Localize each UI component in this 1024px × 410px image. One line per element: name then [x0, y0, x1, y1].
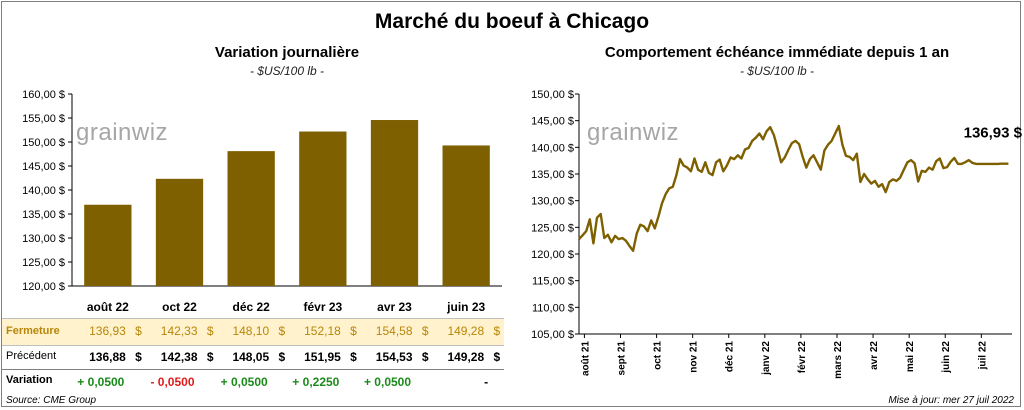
page-title: Marché du boeuf à Chicago [374, 10, 650, 33]
precedent-currency: $ [135, 350, 142, 364]
fermeture-currency: $ [135, 324, 142, 338]
line-y-tick-label: 105,00 $ [531, 329, 574, 341]
bar-mark [370, 120, 419, 287]
bar-y-tick-label: 130,00 $ [22, 233, 65, 245]
last-value-label: 136,93 $ [964, 125, 1022, 142]
bar-mark [155, 178, 204, 286]
precedent-currency: $ [493, 350, 501, 364]
bar-y-tick-label: 145,00 $ [22, 161, 65, 173]
line-x-tick-label: avr 22 [869, 341, 880, 370]
variation-value: + 0,0500 [77, 375, 125, 389]
bar-x-tick-label: avr 23 [377, 300, 412, 314]
fermeture-row: Fermeture [2, 318, 504, 346]
left-chart-unit: - $US/100 lb - [249, 64, 325, 78]
precedent-currency: $ [278, 350, 286, 364]
line-y-tick-label: 115,00 $ [532, 276, 574, 288]
bar-x-tick-label: févr 23 [303, 300, 342, 314]
precedent-currency: $ [421, 350, 429, 364]
line-x-tick-label: juin 22 [941, 341, 952, 374]
bar-y-tick-label: 140,00 $ [22, 185, 65, 197]
bar-x-tick-label: déc 22 [232, 300, 270, 314]
variation-row: Variation [2, 370, 504, 392]
bar-x-tick-label: août 22 [87, 300, 129, 314]
bar-mark [442, 145, 490, 286]
fermeture-currency: $ [493, 324, 501, 338]
fermeture-currency: $ [421, 324, 429, 338]
precedent-label: Précédent [6, 350, 57, 362]
line-chart: 105,00 $ 110,00 $ 115,00 $ 120,00 $ 125,00 $… [531, 89, 1022, 379]
bar-mark [299, 131, 347, 286]
line-x-tick-label: déc 21 [725, 341, 736, 373]
right-chart-title: Comportement échéance immédiate depuis 1… [604, 44, 950, 61]
precedent-currency: $ [206, 350, 214, 364]
bar-y-tick-label: 120,00 $ [22, 281, 65, 293]
line-y-tick-label: 140,00 $ [531, 142, 574, 154]
bar-y-tick-label: 150,00 $ [22, 137, 65, 149]
bar-x-tick-label: oct 22 [162, 300, 197, 314]
fermeture-currency: $ [278, 324, 286, 338]
line-y-tick-label: 130,00 $ [531, 196, 574, 208]
line-x-tick-label: août 21 [580, 341, 591, 376]
grainwiz-logo-right: grainwiz [587, 119, 680, 146]
variation-value: - [484, 375, 489, 389]
line-x-tick-label: nov 21 [689, 341, 700, 373]
right-chart-unit: - $US/100 lb - [739, 64, 815, 78]
fermeture-value: 142,33 [160, 324, 198, 338]
source-note: Source: CME Group [6, 395, 97, 406]
fermeture-value: 154,58 [375, 324, 413, 338]
variation-value: + 0,0500 [220, 375, 268, 389]
bar-y-tick-label: 135,00 $ [22, 209, 65, 221]
precedent-value: 142,38 [160, 350, 198, 364]
line-y-tick-label: 120,00 $ [531, 249, 574, 261]
line-x-tick-label: mars 22 [833, 341, 844, 379]
variation-label: Variation [6, 374, 53, 386]
bar-mark [84, 204, 132, 286]
line-x-tick-label: oct 21 [653, 341, 664, 370]
bar-x-tick-label: juin 23 [446, 300, 485, 314]
price-line [578, 124, 1009, 253]
line-x-tick-label: sept 21 [616, 341, 627, 376]
precedent-currency: $ [350, 350, 357, 364]
left-chart-title: Variation journalière [214, 44, 360, 61]
fermeture-value: 149,28 [447, 324, 485, 338]
grainwiz-logo-left: grainwiz [76, 119, 169, 146]
line-x-tick-label: mai 22 [905, 341, 916, 373]
update-note: Mise à jour: mer 27 juil 2022 [888, 395, 1014, 406]
line-y-tick-label: 110,00 $ [532, 302, 574, 314]
fermeture-value: 152,18 [304, 324, 341, 338]
bar-y-tick-label: 160,00 $ [22, 89, 65, 101]
line-x-tick-label: juil 22 [977, 341, 988, 371]
bar-y-tick-label: 125,00 $ [22, 257, 65, 269]
line-y-tick-label: 145,00 $ [531, 116, 574, 128]
precedent-value: 149,28 [447, 350, 485, 364]
precedent-value: 154,53 [375, 350, 413, 364]
line-y-tick-label: 125,00 $ [531, 222, 574, 234]
line-y-tick-label: 150,00 $ [531, 89, 574, 101]
fermeture-value: 136,93 [89, 324, 126, 338]
line-x-tick-label: janv 22 [761, 341, 772, 376]
variation-value: + 0,2250 [292, 375, 340, 389]
bar-y-tick-label: 155,00 $ [22, 113, 65, 125]
variation-value: - 0,0500 [150, 375, 195, 389]
fermeture-currency: $ [350, 324, 357, 338]
line-x-tick-label: févr 22 [797, 341, 808, 374]
fermeture-currency: $ [206, 324, 214, 338]
bar-chart: 120,00 $ 125,00 $ 130,00 $ 135,00 $ 140,00 $… [22, 89, 502, 314]
fermeture-value: 148,10 [232, 324, 270, 338]
bar-mark [227, 151, 275, 286]
precedent-value: 136,88 [89, 350, 126, 364]
variation-value: + 0,0500 [363, 375, 412, 389]
precedent-row: Précédent [2, 344, 504, 370]
precedent-value: 151,95 [304, 350, 341, 364]
precedent-value: 148,05 [232, 350, 270, 364]
fermeture-label: Fermeture [6, 325, 60, 337]
line-y-tick-label: 135,00 $ [531, 169, 574, 181]
